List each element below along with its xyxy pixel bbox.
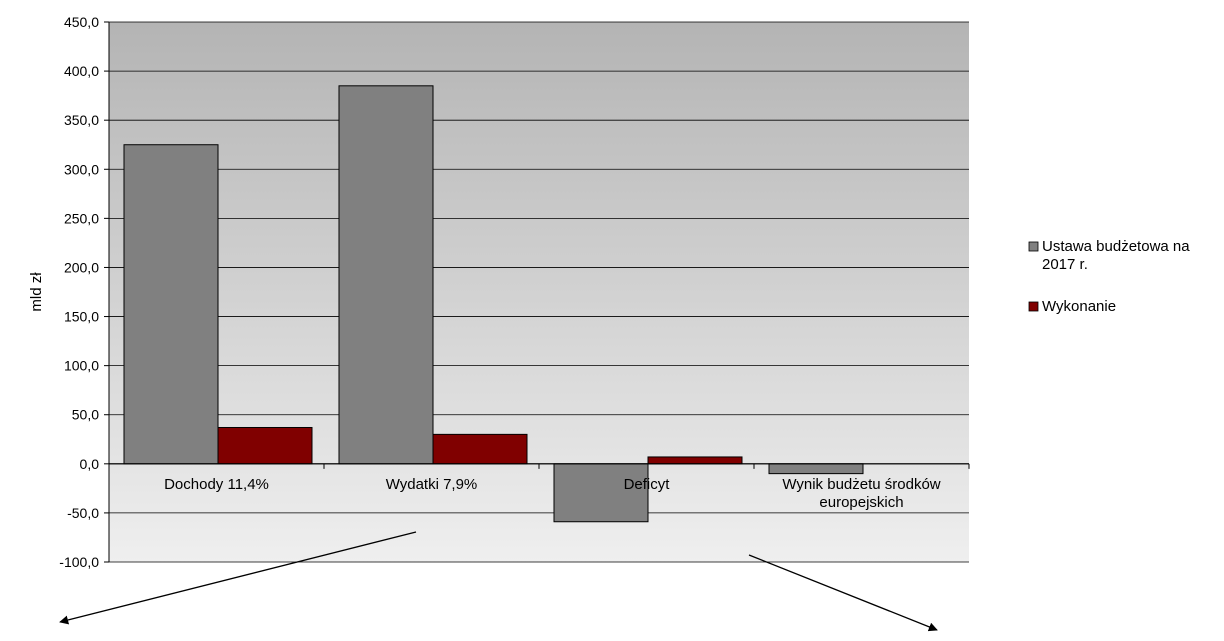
x-tick-label: Dochody 11,4% [164, 476, 269, 493]
x-tick-label: Wynik budżetu środków europejskich [782, 476, 940, 511]
x-tick-label: Deficyt [624, 476, 671, 493]
legend-label-1: Wykonanie [1042, 298, 1116, 315]
bar-wykonanie-2 [647, 456, 743, 465]
y-tick-label: -50,0 [67, 505, 99, 521]
legend-label-0: Ustawa budżetowa na 2017 r. [1042, 238, 1190, 273]
bar-ustawa-2 [553, 463, 649, 523]
y-tick-label: 450,0 [64, 14, 99, 30]
y-tick-label: 350,0 [64, 112, 99, 128]
legend-swatch-0 [1028, 241, 1039, 252]
y-tick-label: 200,0 [64, 259, 99, 275]
y-axis-label: mld zł [28, 272, 45, 312]
arrow-right-icon [748, 554, 938, 632]
y-tick-label: 50,0 [72, 407, 99, 423]
bar-ustawa-3 [768, 463, 864, 475]
y-tick-label: 100,0 [64, 358, 99, 374]
y-tick-label: 400,0 [64, 63, 99, 79]
y-tick-label: 250,0 [64, 210, 99, 226]
bar-ustawa-1 [338, 85, 434, 465]
bar-ustawa-0 [123, 144, 219, 465]
bar-wykonanie-1 [432, 433, 528, 465]
y-tick-label: 150,0 [64, 309, 99, 325]
y-tick-label: 300,0 [64, 161, 99, 177]
bar-wykonanie-0 [217, 426, 313, 465]
y-tick-label: -100,0 [59, 554, 99, 570]
x-tick-label: Wydatki 7,9% [386, 476, 478, 493]
legend-swatch-1 [1028, 301, 1039, 312]
y-tick-label: 0,0 [80, 456, 100, 472]
arrow-left-icon [59, 531, 417, 625]
